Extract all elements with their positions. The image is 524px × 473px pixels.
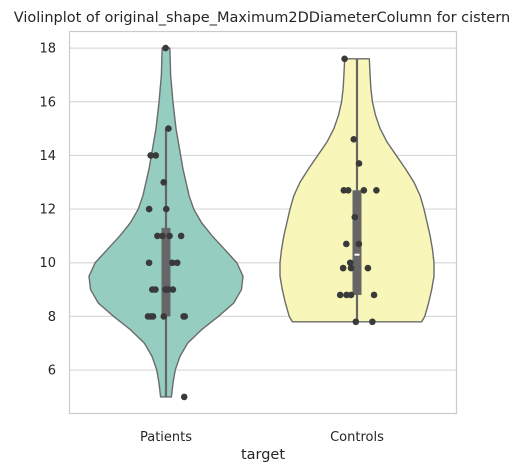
data-point bbox=[343, 292, 350, 299]
x-tick-label: Patients bbox=[140, 430, 192, 445]
data-point bbox=[148, 313, 155, 320]
data-point bbox=[343, 241, 350, 248]
data-point bbox=[178, 233, 185, 240]
data-point bbox=[166, 233, 173, 240]
data-point bbox=[361, 187, 368, 194]
data-point bbox=[369, 318, 376, 325]
data-point bbox=[169, 259, 176, 266]
median-marker-controls bbox=[355, 254, 360, 256]
data-point bbox=[160, 179, 167, 186]
data-point bbox=[371, 292, 378, 299]
x-tick-labels: Patients Controls bbox=[140, 430, 384, 445]
y-tick-label: 18 bbox=[39, 42, 56, 57]
data-point bbox=[340, 265, 347, 272]
data-point bbox=[146, 259, 153, 266]
data-point bbox=[165, 125, 172, 132]
data-point bbox=[353, 318, 360, 325]
data-point bbox=[373, 187, 380, 194]
data-point bbox=[352, 214, 359, 221]
chart-title: Violinplot of original_shape_Maximum2DDi… bbox=[14, 10, 510, 26]
y-tick-labels: 6 8 10 12 14 16 18 bbox=[39, 42, 56, 379]
data-point bbox=[154, 233, 161, 240]
y-tick-label: 10 bbox=[39, 256, 56, 271]
iqr-box-patients bbox=[162, 228, 171, 317]
data-point bbox=[160, 313, 167, 320]
data-point bbox=[149, 286, 156, 293]
data-point bbox=[146, 206, 153, 213]
y-tick-label: 8 bbox=[48, 310, 56, 325]
y-tick-label: 14 bbox=[39, 149, 56, 164]
data-point bbox=[162, 286, 169, 293]
data-point bbox=[152, 152, 159, 159]
data-point bbox=[348, 265, 355, 272]
violins bbox=[89, 48, 434, 397]
x-axis-label: target bbox=[241, 447, 285, 463]
x-tick-label: Controls bbox=[330, 430, 384, 445]
data-point bbox=[341, 187, 348, 194]
y-tick-label: 16 bbox=[39, 95, 56, 110]
data-point bbox=[341, 56, 348, 63]
data-point bbox=[365, 265, 372, 272]
data-point bbox=[182, 313, 189, 320]
data-point bbox=[162, 45, 169, 52]
y-tick-label: 12 bbox=[39, 203, 56, 218]
y-tick-label: 6 bbox=[48, 364, 56, 379]
data-point bbox=[337, 292, 344, 299]
data-point bbox=[356, 160, 363, 167]
data-point bbox=[163, 206, 170, 213]
data-point bbox=[350, 136, 357, 143]
data-point bbox=[181, 394, 188, 401]
data-point bbox=[356, 241, 363, 248]
